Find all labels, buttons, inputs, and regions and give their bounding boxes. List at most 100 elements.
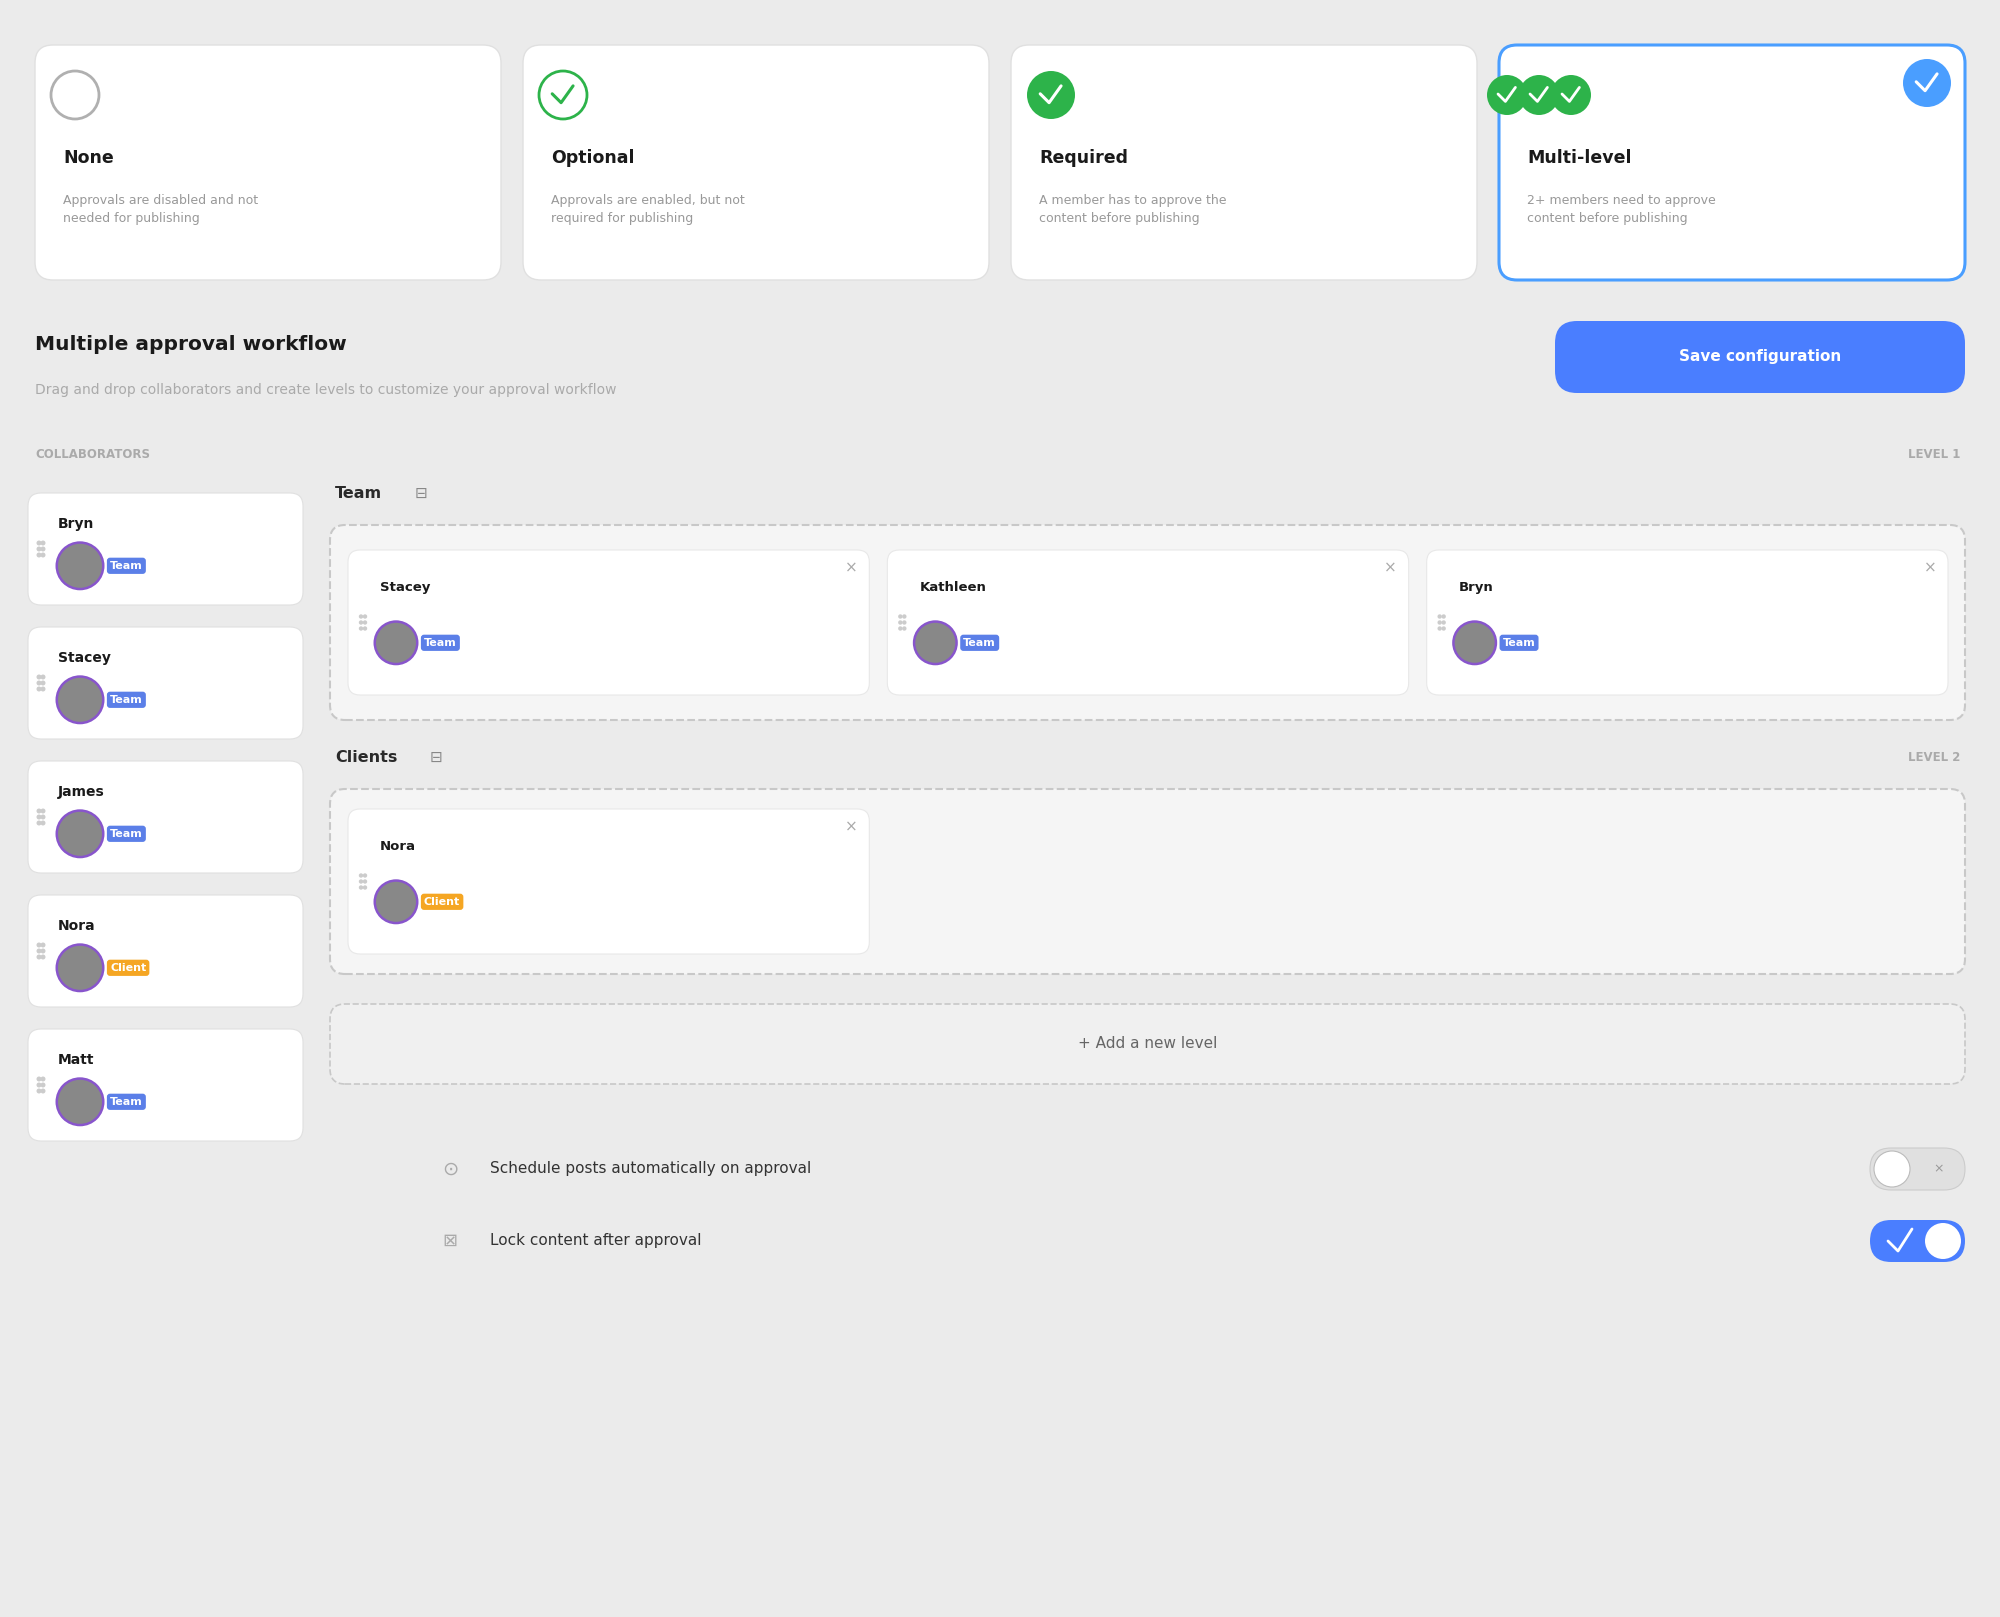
Circle shape [362,614,368,619]
Text: Team: Team [110,1096,142,1106]
Circle shape [898,626,902,631]
FancyBboxPatch shape [28,1028,304,1142]
Circle shape [36,674,42,679]
Circle shape [36,815,42,820]
Circle shape [916,623,956,663]
Text: ×: × [1924,561,1936,576]
FancyBboxPatch shape [1012,45,1476,280]
Circle shape [36,943,42,948]
FancyBboxPatch shape [330,526,1964,720]
Circle shape [374,621,418,665]
Circle shape [1520,74,1560,115]
Text: Team: Team [110,830,142,839]
Text: James: James [58,786,104,799]
Text: ⊠: ⊠ [442,1232,458,1250]
FancyBboxPatch shape [1870,1219,1964,1261]
Text: Client: Client [424,897,460,907]
Circle shape [376,623,416,663]
Circle shape [36,687,42,692]
FancyBboxPatch shape [524,45,988,280]
Circle shape [36,540,42,545]
Circle shape [1438,621,1442,624]
Text: Required: Required [1038,149,1128,167]
Text: Optional: Optional [552,149,634,167]
Circle shape [358,884,364,889]
Circle shape [1874,1151,1910,1187]
Text: Matt: Matt [58,1053,94,1067]
Circle shape [362,621,368,624]
Circle shape [898,614,902,619]
Text: Approvals are disabled and not
needed for publishing: Approvals are disabled and not needed fo… [64,194,258,225]
Circle shape [56,542,104,590]
Circle shape [1442,621,1446,624]
Circle shape [40,1088,46,1093]
FancyBboxPatch shape [348,550,870,695]
Circle shape [36,553,42,558]
Text: ×: × [1384,561,1398,576]
Circle shape [40,808,46,813]
Circle shape [898,621,902,624]
Text: Schedule posts automatically on approval: Schedule posts automatically on approval [490,1161,812,1177]
Text: Team: Team [110,561,142,571]
Circle shape [36,954,42,959]
Text: Team: Team [1502,637,1536,648]
Circle shape [362,626,368,631]
FancyBboxPatch shape [36,45,500,280]
Circle shape [1904,58,1952,107]
Circle shape [40,547,46,551]
Text: Team: Team [110,695,142,705]
Circle shape [40,815,46,820]
Circle shape [56,808,104,859]
Circle shape [36,820,42,826]
Text: A member has to approve the
content before publishing: A member has to approve the content befo… [1038,194,1226,225]
Text: None: None [64,149,114,167]
Text: Stacey: Stacey [380,581,430,593]
Circle shape [902,626,906,631]
Circle shape [362,880,368,884]
Text: ×: × [1934,1163,1944,1176]
FancyBboxPatch shape [28,627,304,739]
Text: Stacey: Stacey [58,652,110,665]
Circle shape [40,687,46,692]
Circle shape [374,880,418,925]
FancyBboxPatch shape [28,894,304,1007]
Circle shape [56,1077,104,1127]
Circle shape [58,678,102,721]
Circle shape [40,674,46,679]
Circle shape [358,873,364,878]
Circle shape [1438,614,1442,619]
Text: Bryn: Bryn [58,517,94,532]
FancyBboxPatch shape [1870,1148,1964,1190]
FancyBboxPatch shape [348,808,870,954]
Circle shape [1028,71,1076,120]
Circle shape [358,880,364,884]
Text: LEVEL 2: LEVEL 2 [1908,750,1960,763]
Circle shape [40,949,46,954]
FancyBboxPatch shape [28,493,304,605]
Text: Kathleen: Kathleen [920,581,986,593]
Circle shape [362,884,368,889]
FancyBboxPatch shape [28,762,304,873]
Circle shape [40,954,46,959]
Circle shape [52,71,100,120]
Circle shape [58,812,102,855]
Circle shape [58,543,102,589]
Circle shape [36,808,42,813]
Text: Multiple approval workflow: Multiple approval workflow [36,335,346,354]
Circle shape [1452,621,1498,665]
Text: Nora: Nora [58,920,96,933]
Text: ×: × [844,561,858,576]
Text: Team: Team [424,637,456,648]
Circle shape [902,614,906,619]
Circle shape [40,681,46,686]
FancyBboxPatch shape [330,789,1964,973]
FancyBboxPatch shape [1426,550,1948,695]
Circle shape [36,949,42,954]
Circle shape [40,1082,46,1088]
Circle shape [40,540,46,545]
Circle shape [40,553,46,558]
Circle shape [1442,626,1446,631]
Text: Lock content after approval: Lock content after approval [490,1234,702,1248]
Circle shape [58,946,102,990]
Circle shape [362,873,368,878]
